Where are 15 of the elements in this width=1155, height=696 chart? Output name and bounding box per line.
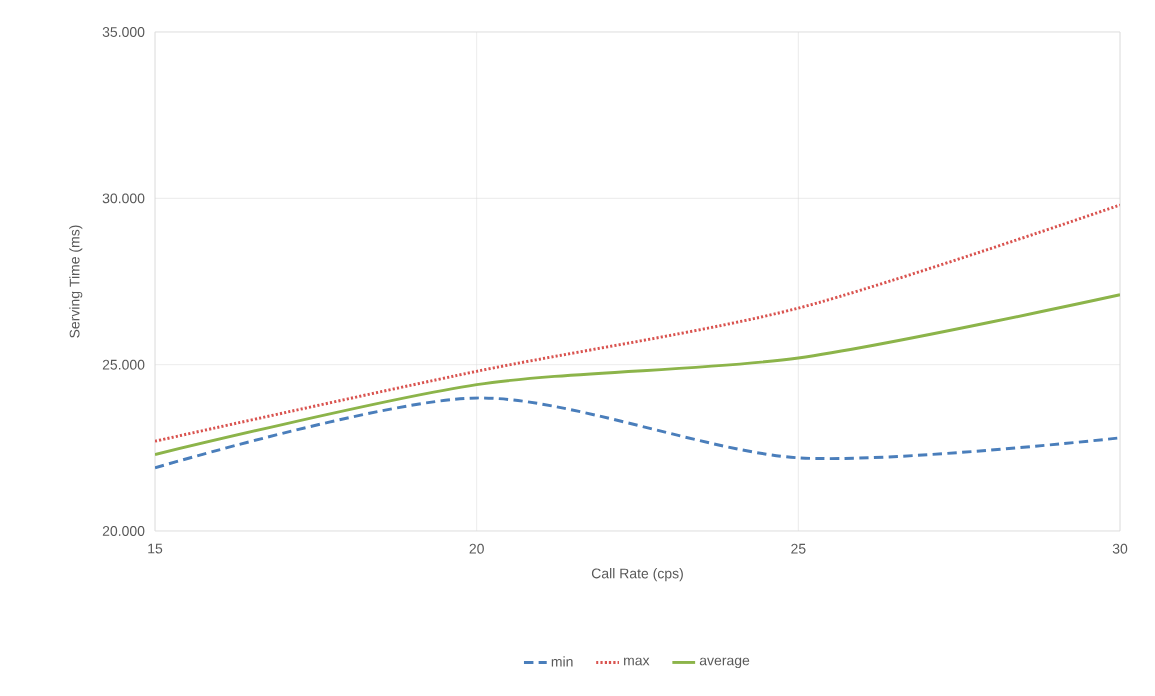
y-axis-title: Serving Time (ms) [69, 225, 83, 338]
x-tick-label: 15 [148, 543, 163, 554]
legend-label: average [699, 657, 750, 669]
x-tick-label: 30 [1112, 543, 1128, 554]
y-tick-label: 20.000 [102, 526, 145, 536]
legend-label: min [551, 656, 573, 667]
y-tick-label: 35.000 [102, 27, 145, 37]
line-series [155, 293, 1121, 456]
x-tick-label: 25 [791, 543, 806, 554]
x-axis-title: Call Rate (cps) [591, 568, 683, 582]
y-tick-label: 30.000 [102, 193, 145, 204]
y-tick-label: 25.000 [102, 359, 145, 370]
x-tick-label: 20 [469, 543, 484, 554]
legend-label: max [624, 657, 650, 666]
line-series [155, 203, 1121, 443]
